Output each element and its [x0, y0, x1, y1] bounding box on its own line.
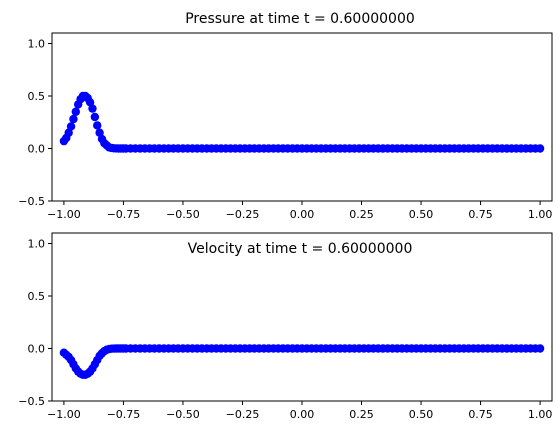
pressure-data-points: [59, 91, 545, 153]
pressure-x-tick-label: −0.50: [166, 208, 200, 221]
velocity-x-tick-label: 0.25: [349, 408, 374, 421]
velocity-y-tick-label: 0.5: [28, 290, 46, 303]
velocity-subplot: −1.00 −0.75 −0.50 −0.25 0.00 0.25 0.50 0.75 1.00…: [18, 232, 553, 421]
velocity-x-tick-label: 0.00: [290, 408, 315, 421]
velocity-x-tick-label: −0.50: [166, 408, 200, 421]
velocity-x-tick-label: −0.75: [107, 408, 141, 421]
pressure-x-tick-label: 1.00: [528, 208, 553, 221]
pressure-x-tick-label: 0.25: [349, 208, 374, 221]
velocity-x-tick-label: 1.00: [528, 408, 553, 421]
pressure-y-axis: −0.5 0.0 0.5 1.0: [18, 38, 52, 208]
pressure-x-tick-label: 0.00: [290, 208, 315, 221]
pressure-point: [85, 98, 95, 107]
velocity-y-axis: −0.5 0.0 0.5 1.0: [18, 238, 52, 408]
pressure-point: [64, 128, 73, 137]
pressure-point: [535, 144, 545, 153]
pressure-y-tick-label: 1.0: [28, 38, 46, 51]
pressure-subplot: Pressure at time t = 0.60000000 −1.00 −0.…: [18, 11, 553, 221]
velocity-point: [535, 344, 545, 353]
velocity-x-tick-label: −0.25: [226, 408, 260, 421]
velocity-x-tick-label: 0.75: [468, 408, 493, 421]
pressure-y-tick-label: −0.5: [18, 195, 45, 208]
velocity-chart-title: Velocity at time t = 0.60000000: [188, 241, 413, 257]
velocity-x-tick-label: 0.50: [409, 408, 434, 421]
pressure-x-tick-label: −1.00: [47, 208, 81, 221]
pressure-x-tick-label: −0.25: [226, 208, 260, 221]
pressure-point: [93, 121, 102, 130]
pressure-point: [88, 104, 97, 113]
pressure-y-tick-label: 0.5: [28, 90, 46, 103]
pressure-point: [95, 128, 104, 137]
pressure-point: [71, 107, 81, 116]
pressure-x-tick-label: 0.50: [409, 208, 434, 221]
pressure-point: [69, 114, 78, 124]
velocity-y-tick-label: 0.0: [28, 343, 46, 356]
pressure-point: [66, 122, 76, 131]
pressure-y-tick-label: 0.0: [28, 143, 46, 156]
velocity-x-tick-label: −1.00: [47, 408, 81, 421]
pressure-x-axis: −1.00 −0.75 −0.50 −0.25 0.00 0.25 0.50 0.75 1.00: [47, 201, 552, 221]
pressure-x-tick-label: 0.75: [468, 208, 493, 221]
pressure-point: [90, 112, 100, 122]
velocity-y-tick-label: −0.5: [18, 395, 45, 408]
velocity-x-axis: −1.00 −0.75 −0.50 −0.25 0.00 0.25 0.50 0.75 1.00: [47, 401, 552, 421]
velocity-data-points: [59, 344, 545, 379]
velocity-y-tick-label: 1.0: [28, 238, 46, 251]
pressure-x-tick-label: −0.75: [107, 208, 141, 221]
pressure-chart-title: Pressure at time t = 0.60000000: [185, 11, 415, 27]
